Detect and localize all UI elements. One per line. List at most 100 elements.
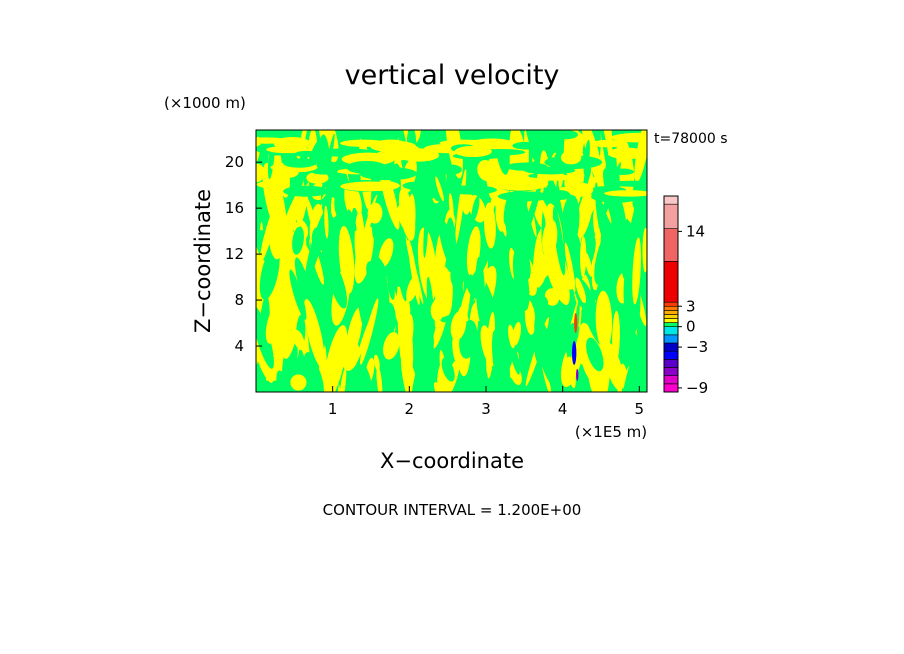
field-patch (423, 204, 429, 258)
field-patch (587, 357, 595, 392)
field-patch (360, 298, 379, 365)
field-patch (282, 306, 300, 360)
time-label: t=78000 s (654, 131, 728, 147)
field-patch (445, 217, 457, 274)
field-patch (552, 206, 566, 276)
field-patch (498, 305, 517, 332)
field-patch (306, 171, 329, 184)
field-patch (354, 226, 374, 284)
y-tick-label: 12 (225, 245, 244, 263)
colorbar-swatch (663, 359, 679, 368)
field-patch (441, 357, 455, 382)
field-patch (561, 194, 580, 251)
field-patch (632, 237, 642, 305)
colorbar-swatch (663, 318, 679, 323)
field-patch (375, 149, 421, 161)
plot-frame (255, 129, 648, 393)
contour-interval-note: CONTOUR INTERVAL = 1.200E+00 (323, 501, 582, 519)
field-patch (366, 261, 383, 290)
x-tick-label: 4 (558, 400, 568, 418)
field-patch (338, 225, 355, 294)
colorbar-tick-label: 3 (686, 297, 696, 315)
field-patch (272, 290, 300, 356)
colorbar-swatch (663, 314, 679, 319)
field-patch (639, 365, 647, 392)
field-patch (486, 311, 496, 379)
colorbar-swatch (663, 322, 679, 327)
field-patch (554, 130, 578, 140)
colorbar-swatch (663, 326, 679, 336)
field-patch (637, 317, 647, 361)
field-patch (536, 174, 573, 181)
colorbar-swatch (663, 203, 679, 229)
field-patch (495, 198, 506, 232)
field-patch (342, 340, 360, 371)
field-patch (378, 238, 394, 268)
field-patch (281, 275, 291, 296)
x-axis: 1 2 3 4 5 (328, 386, 644, 418)
field-patch (376, 366, 383, 392)
field-patch (435, 176, 444, 202)
field-patch (256, 137, 289, 144)
field-patch (259, 247, 280, 300)
field-patch (256, 306, 274, 369)
field-patch (549, 190, 571, 201)
y-unit-label: (×1000 m) (164, 94, 246, 112)
field-patch (564, 242, 576, 293)
colorbar-swatch (663, 261, 679, 303)
x-axis-label: X−coordinate (380, 449, 524, 473)
field-patch (475, 256, 486, 324)
field-patch (405, 237, 424, 305)
field-patch (290, 374, 307, 391)
colorbar-swatch (663, 367, 679, 376)
field-patch (514, 237, 531, 280)
field-patch (289, 269, 307, 320)
colorbar-swatch (663, 228, 679, 262)
downdraft-feature (576, 368, 579, 381)
field-patch (595, 290, 613, 350)
field-patch (439, 139, 489, 147)
field-patch (497, 191, 552, 202)
field-patch (612, 310, 620, 364)
field-patch (276, 370, 288, 392)
colorbar-tick-label: 14 (686, 222, 705, 240)
field-patch (638, 335, 647, 392)
x-tick-label: 5 (635, 400, 645, 418)
colorbar-tick-label: 0 (686, 318, 696, 336)
field-patch (610, 180, 647, 187)
field-patch (417, 227, 437, 302)
field-patch (340, 139, 388, 147)
field-patch (438, 266, 453, 316)
x-tick-label: 1 (328, 400, 338, 418)
field-patch (387, 272, 395, 300)
field-patch (346, 160, 387, 174)
field-patch (543, 243, 570, 305)
field-patch (283, 185, 329, 197)
colorbar-swatch (663, 383, 679, 393)
field-patch (560, 150, 582, 165)
field-patch (334, 189, 343, 217)
colorbar-tick-label: −3 (686, 338, 708, 356)
colorbar: −9 −3 0 3 14 (663, 195, 708, 397)
field-patch (406, 275, 419, 302)
field-patch (607, 147, 645, 160)
field-patch (524, 300, 536, 335)
field-patch (603, 235, 621, 257)
field-patch (454, 145, 492, 158)
field-patch (610, 168, 635, 176)
field-patches (256, 130, 647, 392)
downdraft-feature (571, 340, 577, 365)
field-patch (586, 337, 604, 372)
field-patch (282, 158, 316, 168)
field-patch (448, 193, 454, 221)
colorbar-frame (663, 195, 679, 393)
field-patch (584, 252, 593, 277)
field-patch (367, 202, 383, 224)
field-patch (294, 150, 319, 158)
field-patch (616, 365, 624, 392)
field-patch (512, 249, 530, 311)
field-patch (383, 332, 400, 360)
field-patch (450, 264, 460, 287)
field-patch (542, 219, 558, 258)
